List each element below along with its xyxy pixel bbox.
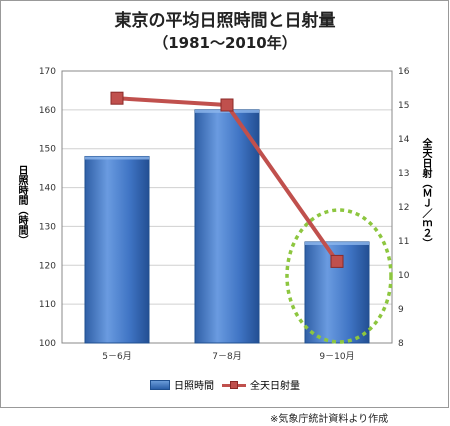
y2-tick-label: 12	[398, 203, 409, 213]
y2-tick-label: 11	[398, 237, 409, 247]
y-axis-left-title: 日照時間（時間）	[16, 165, 27, 245]
legend-label-sunshine: 日照時間	[174, 381, 214, 392]
bar-top	[305, 241, 369, 245]
plot-area: 100 110 120 130 140 150 160 170 8 9 10 11 12 13 14 15 16…	[39, 67, 410, 362]
y-tick-label: 150	[39, 145, 56, 155]
legend-item-sunshine: 日照時間	[150, 377, 214, 392]
line-marker	[110, 91, 124, 105]
y-tick-label: 160	[39, 106, 56, 116]
legend-line-swatch	[222, 380, 246, 389]
y-tick-label: 170	[39, 67, 56, 77]
y2-tick-label: 13	[398, 169, 409, 179]
y-tick-label: 110	[39, 300, 56, 310]
bar	[84, 155, 150, 344]
bar	[194, 109, 260, 344]
y2-tick-label: 8	[398, 339, 404, 349]
y2-tick-label: 16	[398, 67, 410, 77]
chart-subtitle: （1981〜2010年）	[153, 34, 297, 52]
y2-tick-label: 15	[398, 101, 409, 111]
chart-title: 東京の平均日照時間と日射量	[114, 11, 336, 31]
y-tick-label: 100	[39, 339, 56, 349]
x-tick-label: 7－8月	[212, 351, 241, 362]
y-axis-right-title: 全天日射（ＭＪ／ｍ２）	[420, 138, 431, 248]
y2-tick-label: 14	[398, 135, 410, 145]
line-marker	[220, 98, 234, 112]
legend-label-radiation: 全天日射量	[250, 381, 300, 392]
y-tick-label: 140	[39, 184, 56, 194]
legend-item-radiation: 全天日射量	[222, 377, 300, 392]
y2-tick-label: 10	[398, 271, 410, 281]
legend: 日照時間 全天日射量	[150, 377, 300, 392]
bar-top	[85, 156, 149, 160]
x-tick-label: 9－10月	[319, 351, 354, 362]
legend-bar-swatch	[150, 379, 170, 390]
source-note: ※気象庁統計資料より作成	[270, 414, 389, 425]
y2-tick-label: 9	[398, 305, 404, 315]
x-tick-label: 5－6月	[102, 351, 131, 362]
y-tick-label: 130	[39, 222, 56, 232]
y-tick-label: 120	[39, 261, 56, 271]
line-marker	[330, 254, 344, 268]
highlight-ellipse	[285, 208, 393, 344]
